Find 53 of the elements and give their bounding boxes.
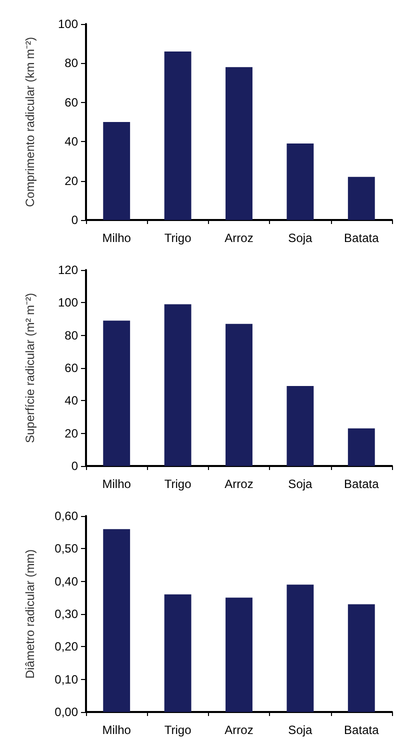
y-tick-label: 120 (58, 263, 78, 277)
x-tick-label: Milho (102, 231, 132, 245)
y-tick-label: 60 (64, 361, 78, 375)
y-tick-label: 20 (64, 426, 78, 440)
bar (103, 529, 130, 712)
y-tick-label: 0,20 (54, 640, 78, 654)
x-tick-label: Batata (344, 477, 380, 491)
bar (164, 594, 192, 712)
bar (226, 598, 252, 712)
x-tick-label: Arroz (224, 231, 254, 245)
y-tick-label: 0,50 (54, 542, 78, 556)
x-tick-label: Batata (344, 723, 380, 737)
x-tick-label: Arroz (224, 723, 254, 737)
x-tick-label: Soja (288, 231, 313, 245)
y-tick-label: 0,00 (54, 705, 78, 719)
bar (286, 144, 314, 220)
bar (103, 320, 130, 466)
bar (164, 304, 192, 466)
y-tick-label: 0 (71, 213, 78, 227)
y-tick-label: 0,30 (54, 607, 78, 621)
bar (348, 176, 375, 220)
x-tick-label: Milho (102, 723, 132, 737)
y-axis-title: Comprimento radicular (km m⁻²) (23, 36, 37, 208)
bar (286, 386, 314, 466)
y-axis-title: Superfície radicular (m² m⁻²) (23, 292, 37, 444)
bar (164, 51, 192, 220)
y-tick-label: 100 (58, 296, 78, 310)
x-tick-label: Trigo (164, 477, 192, 491)
x-tick-label: Soja (288, 477, 313, 491)
x-tick-label: Trigo (164, 231, 192, 245)
y-tick-label: 0,60 (54, 509, 78, 523)
bar (103, 122, 130, 220)
bar (226, 67, 252, 220)
x-tick-label: Soja (288, 723, 313, 737)
y-tick-label: 80 (64, 328, 78, 342)
y-axis-title: Diâmetro radicular (mm) (23, 549, 37, 679)
bar (348, 428, 375, 466)
x-tick-label: Milho (102, 477, 132, 491)
y-tick-label: 20 (64, 174, 78, 188)
y-tick-label: 80 (64, 56, 78, 70)
bar (226, 324, 252, 466)
x-tick-label: Arroz (224, 477, 254, 491)
bar (286, 584, 314, 712)
bar (348, 604, 375, 712)
y-tick-label: 0 (71, 459, 78, 473)
y-tick-label: 100 (58, 17, 78, 31)
y-tick-label: 60 (64, 95, 78, 110)
y-tick-label: 0,10 (54, 672, 78, 686)
x-tick-label: Batata (344, 231, 380, 245)
x-tick-label: Trigo (164, 723, 192, 737)
y-tick-label: 40 (64, 394, 78, 408)
y-tick-label: 40 (64, 134, 78, 149)
y-tick-label: 0,40 (54, 574, 78, 588)
